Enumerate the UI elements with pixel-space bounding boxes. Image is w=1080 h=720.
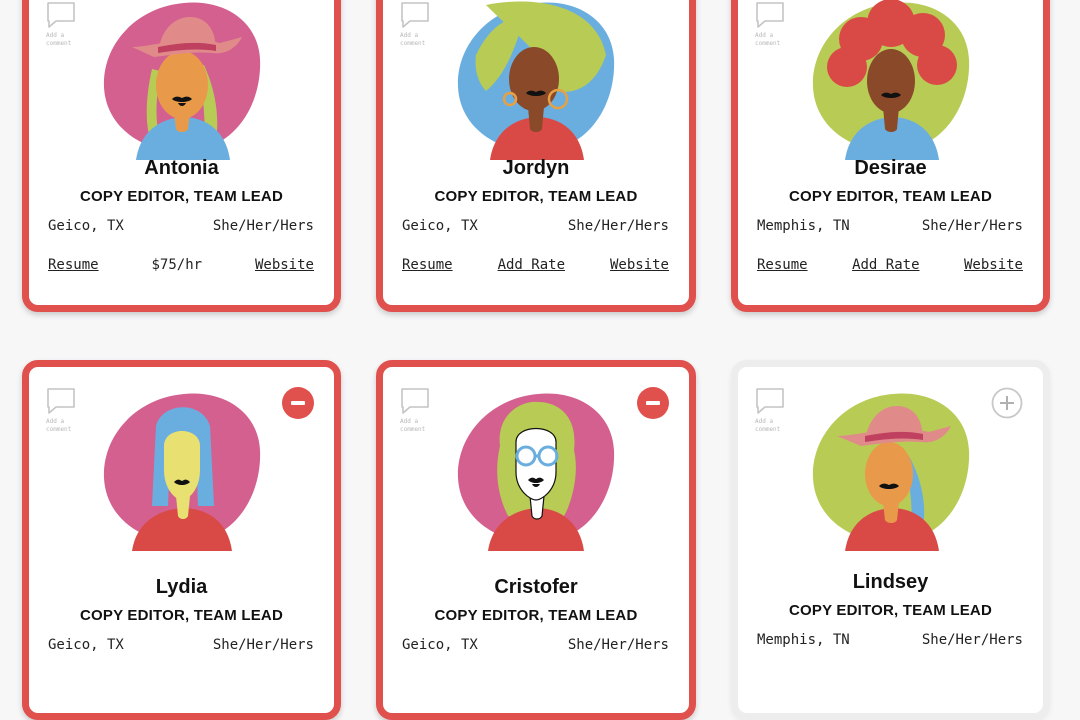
candidate-role: COPY EDITOR, TEAM LEAD	[434, 188, 638, 205]
candidate-card-lindsey[interactable]: Add a comment Lindsey COPY EDITOR, TEAM …	[731, 360, 1050, 720]
candidate-pronouns: She/Her/Hers	[212, 218, 314, 234]
speech-bubble-icon	[756, 2, 784, 28]
candidate-name: Cristofer	[494, 576, 578, 598]
rate-value: $75/hr	[151, 257, 203, 273]
website-link[interactable]: Website	[254, 257, 314, 273]
speech-bubble-icon	[47, 2, 75, 28]
candidate-location: Memphis, TN	[757, 632, 850, 648]
resume-link[interactable]: Resume	[757, 257, 808, 273]
candidate-name: Lydia	[155, 576, 208, 598]
candidate-name: Lindsey	[852, 571, 929, 593]
speech-bubble-icon	[47, 388, 75, 414]
add-comment-button[interactable]: Add a comment	[46, 387, 86, 434]
website-link[interactable]: Website	[609, 257, 669, 273]
add-candidate-button[interactable]	[991, 387, 1023, 419]
avatar-antonia	[103, 2, 260, 160]
avatar-lindsey	[812, 393, 969, 551]
candidate-pronouns: She/Her/Hers	[212, 637, 314, 653]
candidate-location: Memphis, TN	[757, 218, 850, 234]
avatar-cristofer	[457, 393, 615, 551]
add-comment-button[interactable]: Add a comment	[400, 1, 440, 48]
speech-bubble-icon	[401, 388, 429, 414]
resume-link[interactable]: Resume	[48, 257, 99, 273]
candidate-pronouns: She/Her/Hers	[567, 637, 669, 653]
remove-candidate-button[interactable]	[637, 387, 669, 419]
add-comment-hint: Add a comment	[46, 418, 72, 433]
website-link[interactable]: Website	[963, 257, 1023, 273]
avatar-jordyn	[457, 1, 615, 160]
candidate-role: COPY EDITOR, TEAM LEAD	[79, 188, 284, 205]
add-comment-hint: Add a comment	[46, 32, 72, 47]
candidate-card-cristofer[interactable]: Add a comment Cristofer COPY EDITOR, TEA…	[376, 360, 696, 720]
add-comment-hint: Add a comment	[755, 418, 781, 433]
avatar-lydia	[103, 393, 260, 551]
candidate-card-lydia[interactable]: Add a comment Lydia COPY EDITOR, TEAM LE…	[22, 360, 341, 720]
candidate-role: COPY EDITOR, TEAM LEAD	[434, 607, 638, 624]
candidate-name: Jordyn	[502, 157, 570, 179]
candidate-role: COPY EDITOR, TEAM LEAD	[788, 602, 993, 619]
candidate-card-jordyn[interactable]: Add a comment Jordyn COPY EDITOR, TEAM L…	[376, 0, 696, 312]
candidate-card-antonia[interactable]: Add a comment Antonia COPY EDITOR, TEAM …	[22, 0, 341, 312]
candidate-location: Geico, TX	[402, 637, 478, 653]
remove-candidate-button[interactable]	[282, 387, 314, 419]
candidate-location: Geico, TX	[48, 218, 124, 234]
add-comment-hint: Add a comment	[400, 32, 426, 47]
add-rate-link[interactable]: Add Rate	[497, 257, 565, 273]
avatar-desirae	[812, 0, 969, 160]
add-comment-button[interactable]: Add a comment	[400, 387, 440, 434]
resume-link[interactable]: Resume	[402, 257, 453, 273]
speech-bubble-icon	[756, 388, 784, 414]
candidate-pronouns: She/Her/Hers	[567, 218, 669, 234]
add-comment-button[interactable]: Add a comment	[46, 1, 86, 48]
candidate-role: COPY EDITOR, TEAM LEAD	[79, 607, 284, 624]
add-comment-button[interactable]: Add a comment	[755, 1, 795, 48]
candidate-location: Geico, TX	[48, 637, 124, 653]
candidate-name: Antonia	[144, 157, 219, 179]
candidate-pronouns: She/Her/Hers	[921, 218, 1023, 234]
candidate-location: Geico, TX	[402, 218, 478, 234]
add-comment-button[interactable]: Add a comment	[755, 387, 795, 434]
add-comment-hint: Add a comment	[400, 418, 426, 433]
candidate-role: COPY EDITOR, TEAM LEAD	[788, 188, 993, 205]
candidate-pronouns: She/Her/Hers	[921, 632, 1023, 648]
add-comment-hint: Add a comment	[755, 32, 781, 47]
speech-bubble-icon	[401, 2, 429, 28]
add-rate-link[interactable]: Add Rate	[852, 257, 920, 273]
candidate-card-desirae[interactable]: Add a comment Desirae COPY EDITOR, TEAM …	[731, 0, 1050, 312]
candidate-name: Desirae	[854, 157, 927, 179]
